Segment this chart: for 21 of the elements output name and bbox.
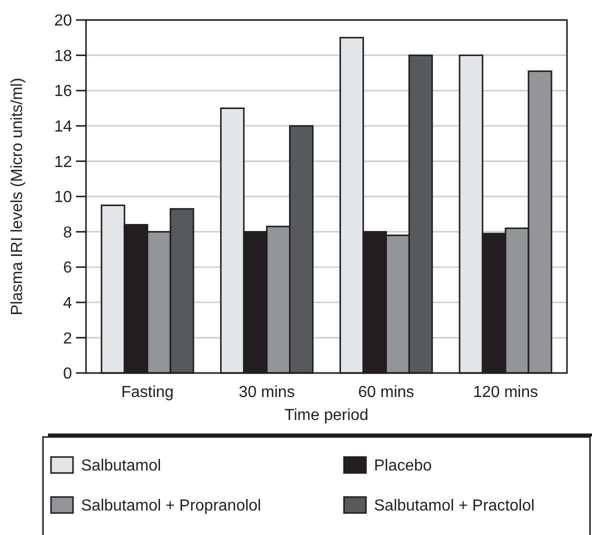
y-tick-label: 2 <box>63 330 72 348</box>
legend-label: Salbutamol + Propranolol <box>81 498 262 515</box>
y-tick-label: 16 <box>54 83 72 100</box>
y-tick-label: 4 <box>63 295 72 312</box>
x-axis-title: Time period <box>284 407 368 424</box>
y-tick-label: 10 <box>54 189 72 206</box>
legend-label: Salbutamol + Practolol <box>374 498 535 515</box>
x-tick-label: 120 mins <box>473 384 538 401</box>
y-tick-label: 18 <box>54 48 72 65</box>
y-tick-label: 0 <box>63 366 72 383</box>
y-axis-title: Plasma IRI levels (Micro units/ml) <box>9 78 26 316</box>
y-tick-label: 8 <box>63 224 72 242</box>
y-tick-label: 20 <box>54 12 72 30</box>
legend-label: Salbutamol <box>81 458 162 475</box>
x-tick-label: 60 mins <box>358 384 414 401</box>
legend-label: Placebo <box>374 458 432 475</box>
y-tick-label: 6 <box>63 260 72 277</box>
x-tick-label: Fasting <box>121 384 174 401</box>
x-tick-label: 30 mins <box>238 384 295 401</box>
y-tick-label: 14 <box>54 118 72 136</box>
y-tick-label: 12 <box>54 154 72 171</box>
